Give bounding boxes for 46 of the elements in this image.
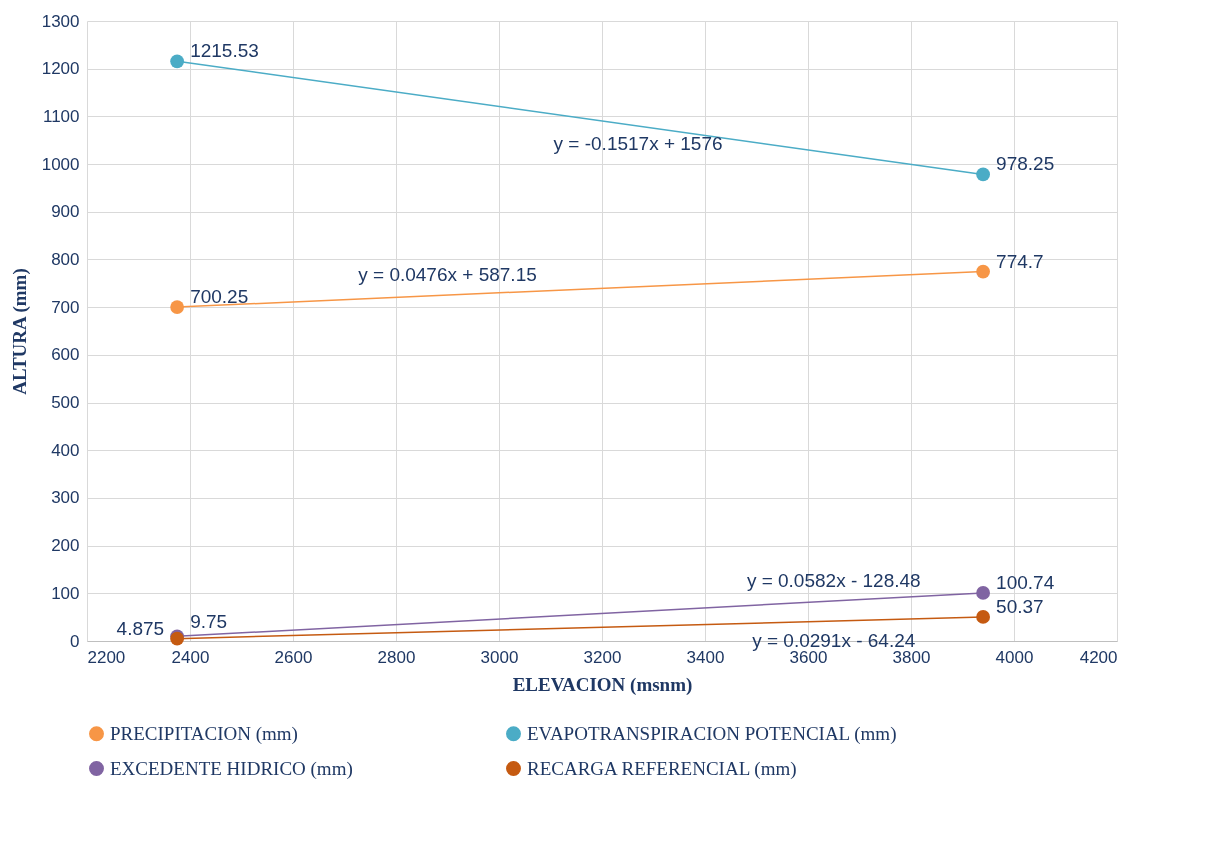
data-label: 100.74 [996, 571, 1055, 593]
point [976, 167, 990, 182]
y-axis-title: ALTURA (mm) [8, 268, 31, 395]
annotation: y = 0.0476x + 587.15 [358, 264, 537, 286]
point [976, 264, 990, 279]
y-tick-label: 700 [51, 297, 80, 317]
legend-label: EVAPOTRANSPIRACION POTENCIAL (mm) [527, 722, 897, 745]
y-tick-label: 500 [51, 393, 80, 413]
y-tick-label: 300 [51, 488, 80, 508]
x-tick-label: 4000 [995, 647, 1034, 667]
data-label: 774.7 [996, 250, 1044, 272]
x-tick-label: 2600 [274, 647, 313, 667]
x-tick-label: 2400 [171, 647, 210, 667]
y-tick-label: 400 [51, 440, 80, 460]
point [170, 300, 185, 314]
x-tick-label: 2800 [377, 647, 416, 667]
data-label: 700.25 [190, 286, 249, 308]
legend-label: PRECIPITACION (mm) [110, 722, 298, 745]
y-tick-label: 1100 [42, 106, 80, 126]
legend-label: RECARGA REFERENCIAL (mm) [527, 757, 797, 780]
y-tick-label: 1200 [41, 59, 80, 79]
data-label: 1215.53 [190, 40, 259, 62]
annotation: y = 0.0582x - 128.48 [746, 569, 921, 591]
point [170, 54, 185, 69]
data-label: 50.37 [996, 595, 1044, 617]
point [976, 586, 990, 600]
x-tick-label: 2200 [87, 647, 126, 667]
legend-label: EXCEDENTE HIDRICO (mm) [110, 757, 353, 780]
data-label: 4.875 [116, 617, 165, 639]
y-tick-label: 600 [51, 345, 80, 365]
x-axis-title: ELEVACION (msnm) [512, 673, 693, 696]
x-tick-label: 3200 [583, 647, 622, 667]
data-label: 9.75 [190, 611, 228, 633]
x-tick-label: 3000 [480, 647, 519, 667]
y-tick-label: 1000 [41, 154, 80, 174]
y-tick-label: 100 [51, 583, 80, 603]
x-tick-label: 4200 [1079, 647, 1118, 667]
y-tick-label: 900 [51, 202, 80, 222]
annotation: y = -0.1517x + 1576 [553, 132, 723, 154]
x-tick-label: 3400 [686, 647, 725, 667]
point [976, 610, 990, 624]
y-tick-label: 200 [51, 536, 80, 556]
y-tick-label: 800 [51, 249, 80, 269]
data-label: 978.25 [996, 153, 1055, 175]
y-tick-label: 0 [70, 631, 80, 651]
y-tick-label: 1300 [41, 11, 80, 31]
